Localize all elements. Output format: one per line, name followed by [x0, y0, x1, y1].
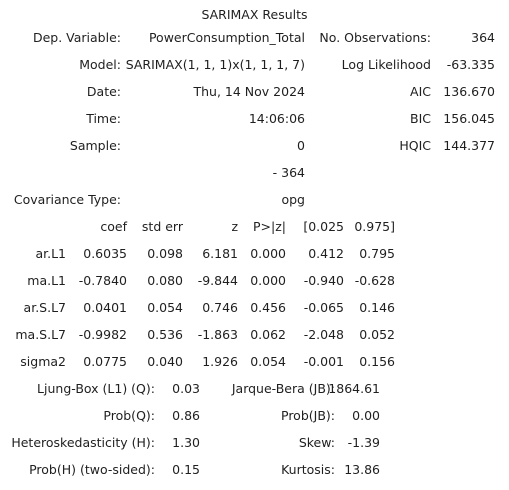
table-cell: 0.054: [147, 300, 183, 315]
model-value: SARIMAX(1, 1, 1)x(1, 1, 1, 7): [125, 57, 305, 72]
table-cell: 0.0775: [83, 354, 127, 369]
table-cell: 0.0401: [83, 300, 127, 315]
table-cell: -9.844: [197, 273, 238, 288]
sample-label: Sample:: [69, 138, 121, 153]
z-column-header: z: [231, 219, 238, 234]
diagnostic-label: Prob(Q):: [103, 408, 155, 423]
table-row-name: ar.S.L7: [23, 300, 66, 315]
model-label: Model:: [79, 57, 121, 72]
pvalue-column-header: P>|z|: [253, 219, 286, 234]
table-cell: -0.7840: [78, 273, 127, 288]
diagnostic-label: Kurtosis:: [281, 462, 335, 477]
table-cell: 0.456: [250, 300, 286, 315]
bic-value: 156.045: [443, 111, 495, 126]
dep-variable-value: PowerConsumption_Total: [148, 30, 305, 45]
diagnostic-value: 1.30: [172, 435, 200, 450]
table-row-name: ma.S.L7: [15, 327, 66, 342]
nobs-label: No. Observations:: [319, 30, 431, 45]
table-cell: 0.080: [147, 273, 183, 288]
table-cell: 0.146: [359, 300, 395, 315]
table-cell: -0.001: [303, 354, 344, 369]
table-cell: 0.062: [250, 327, 286, 342]
diagnostic-value: -1.39: [347, 435, 380, 450]
hqic-value: 144.377: [443, 138, 495, 153]
table-cell: 0.000: [250, 273, 286, 288]
covariance-type-value: opg: [281, 192, 305, 207]
table-cell: -0.940: [303, 273, 344, 288]
date-value: Thu, 14 Nov 2024: [193, 84, 306, 99]
diagnostic-value: 0.86: [172, 408, 200, 423]
diagnostic-label: Heteroskedasticity (H):: [11, 435, 155, 450]
table-cell: -1.863: [197, 327, 238, 342]
aic-label: AIC: [410, 84, 431, 99]
ci-upper-column-header: 0.975]: [354, 219, 395, 234]
dep-variable-label: Dep. Variable:: [32, 30, 121, 45]
diagnostic-label: Prob(H) (two-sided):: [29, 462, 155, 477]
hqic-label: HQIC: [399, 138, 431, 153]
diagnostic-value: 0.00: [352, 408, 380, 423]
time-value: 14:06:06: [248, 111, 305, 126]
diagnostic-label: Jarque-Bera (JB):: [231, 381, 335, 396]
diagnostic-label: Skew:: [298, 435, 335, 450]
diagnostic-label: Prob(JB):: [281, 408, 335, 423]
aic-value: 136.670: [443, 84, 495, 99]
table-cell: -2.048: [303, 327, 344, 342]
table-cell: 1.926: [202, 354, 238, 369]
table-row-name: ar.L1: [35, 246, 66, 261]
diagnostic-value: 1864.61: [328, 381, 380, 396]
ci-lower-column-header: [0.025: [303, 219, 344, 234]
table-cell: 0.000: [250, 246, 286, 261]
time-label: Time:: [86, 111, 121, 126]
table-title: SARIMAX Results: [201, 7, 308, 22]
table-cell: -0.9982: [78, 327, 127, 342]
table-cell: 0.6035: [83, 246, 127, 261]
table-cell: 6.181: [202, 246, 238, 261]
table-cell: 0.040: [147, 354, 183, 369]
table-cell: 0.412: [308, 246, 344, 261]
log-likelihood-label: Log Likelihood: [341, 57, 431, 72]
table-cell: -0.628: [354, 273, 395, 288]
table-cell: 0.098: [147, 246, 183, 261]
sample-end-value: - 364: [272, 165, 305, 180]
table-cell: 0.536: [147, 327, 183, 342]
nobs-value: 364: [471, 30, 495, 45]
table-cell: 0.795: [359, 246, 395, 261]
table-cell: 0.052: [359, 327, 395, 342]
table-cell: -0.065: [303, 300, 344, 315]
diagnostic-value: 0.03: [172, 381, 200, 396]
date-label: Date:: [86, 84, 121, 99]
covariance-type-label: Covariance Type:: [13, 192, 121, 207]
table-cell: 0.746: [202, 300, 238, 315]
log-likelihood-value: -63.335: [446, 57, 495, 72]
stderr-column-header: std err: [141, 219, 183, 234]
diagnostic-value: 13.86: [344, 462, 380, 477]
table-row-name: ma.L1: [27, 273, 66, 288]
diagnostic-label: Ljung-Box (L1) (Q):: [37, 381, 155, 396]
table-cell: 0.156: [359, 354, 395, 369]
bic-label: BIC: [410, 111, 431, 126]
diagnostic-value: 0.15: [172, 462, 200, 477]
table-row-name: sigma2: [20, 354, 66, 369]
coef-column-header: coef: [100, 219, 127, 234]
table-cell: 0.054: [250, 354, 286, 369]
sample-start-value: 0: [297, 138, 305, 153]
